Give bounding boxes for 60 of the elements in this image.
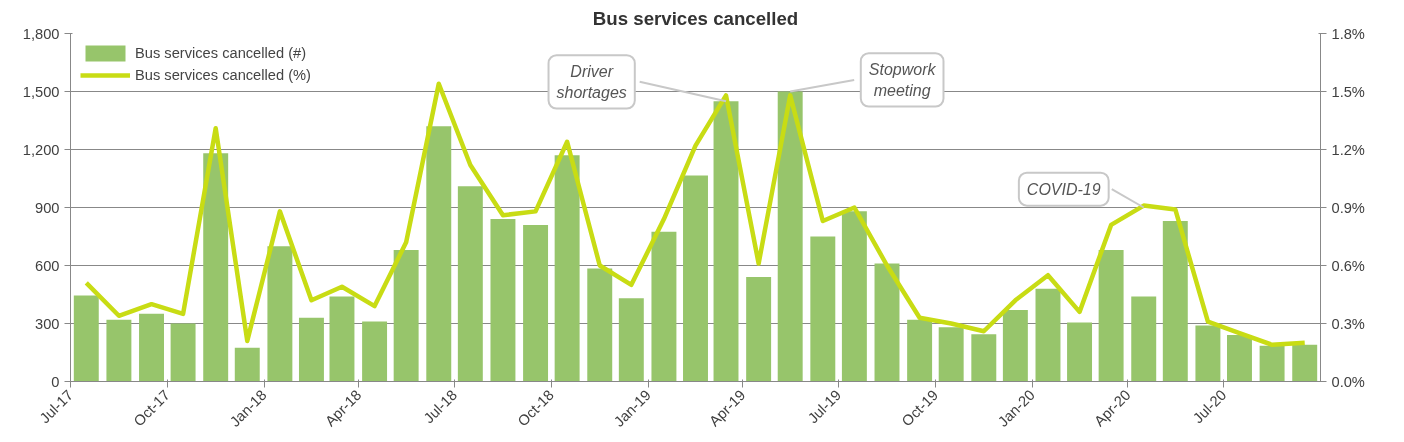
bar <box>1259 345 1285 382</box>
chart-title: Bus services cancelled <box>592 7 799 29</box>
bar <box>587 268 613 382</box>
bar <box>362 321 388 382</box>
y-tick-label: 1,500 <box>22 83 60 100</box>
bar <box>1195 325 1221 382</box>
legend-label: Bus services cancelled (%) <box>135 67 311 83</box>
legend-label: Bus services cancelled (#) <box>135 45 307 61</box>
bar <box>298 317 324 382</box>
y-tick-label: 0 <box>51 373 60 390</box>
y2-tick-label: 0.3% <box>1331 315 1365 332</box>
bar <box>1035 288 1061 382</box>
bar <box>907 319 933 382</box>
bar <box>777 91 803 382</box>
bar <box>1162 221 1188 382</box>
y-tick-label: 300 <box>35 315 60 332</box>
bar <box>457 186 483 382</box>
bar <box>139 313 164 382</box>
annotation: Driver shortages <box>556 63 627 101</box>
y-tick-label: 600 <box>35 257 60 274</box>
bar <box>234 347 260 382</box>
bar <box>267 246 293 382</box>
bar <box>554 155 580 382</box>
bar <box>1292 344 1318 382</box>
bar <box>203 153 229 382</box>
bar <box>170 323 196 382</box>
annotation: Stopwork meeting <box>868 61 937 99</box>
annotation: COVID-19 <box>1026 180 1101 198</box>
bar <box>1067 322 1093 382</box>
y2-tick-label: 0.0% <box>1331 373 1365 390</box>
y-tick-label: 1,200 <box>22 141 60 158</box>
y2-tick-label: 0.9% <box>1331 199 1365 216</box>
bar <box>683 175 708 382</box>
bar <box>713 101 739 382</box>
bar <box>73 295 99 382</box>
y-tick-label: 1,800 <box>22 25 60 42</box>
bar <box>523 224 549 382</box>
bar <box>651 231 677 382</box>
bar <box>841 211 867 382</box>
bar <box>490 219 516 382</box>
bar <box>1002 309 1028 382</box>
bar <box>1131 296 1157 382</box>
bar <box>393 250 419 382</box>
line-series <box>84 81 1307 348</box>
bar <box>426 126 452 382</box>
bar <box>1227 335 1252 382</box>
bar <box>938 327 964 382</box>
bar <box>746 277 772 382</box>
bar <box>874 263 900 382</box>
y2-tick-label: 1.8% <box>1331 25 1365 42</box>
bar <box>329 296 355 382</box>
y2-tick-label: 1.5% <box>1331 83 1365 100</box>
y2-tick-label: 0.6% <box>1331 257 1365 274</box>
bar <box>618 298 644 382</box>
y-tick-label: 900 <box>35 199 60 216</box>
bar <box>1098 250 1124 382</box>
y2-tick-label: 1.2% <box>1331 141 1365 158</box>
bar <box>971 334 997 382</box>
bar <box>810 236 836 382</box>
bar <box>106 319 132 382</box>
